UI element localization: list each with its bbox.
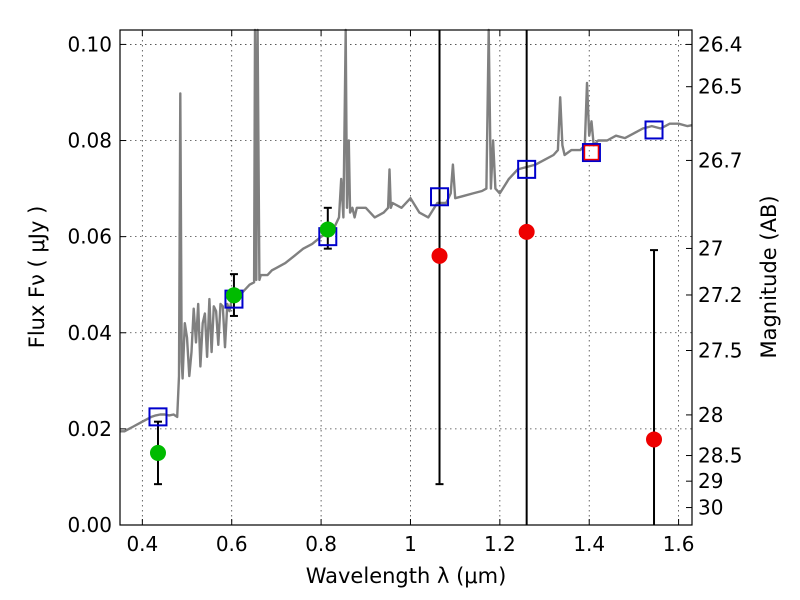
upper-limit-point (431, 247, 448, 264)
right-tick-label: 28.5 (698, 444, 743, 468)
upper-limit-square (583, 144, 600, 161)
right-tick-label: 28 (698, 403, 723, 427)
ticks: 0.4 0.6 0.8 1 1.2 1.4 1.6 0.00 0.02 0.04 0.06 0.08 0… (67, 30, 743, 556)
right-tick-label: 26.7 (698, 148, 743, 172)
detection-point (225, 287, 242, 304)
detection-point (149, 444, 166, 461)
model-photometry-square (644, 120, 664, 140)
right-tick-label: 26.5 (698, 75, 743, 99)
y-tick-label: 0.02 (67, 417, 112, 441)
model-photometry-square (517, 159, 537, 179)
right-tick-label: 30 (698, 496, 723, 520)
square-layer (148, 120, 664, 427)
spectrum-layer (120, 28, 693, 433)
right-tick-label: 27.2 (698, 283, 743, 307)
right-tick-label: 26.4 (698, 32, 743, 56)
y-axis-label: Flux Fν ( μJy ) (25, 206, 49, 349)
x-tick-label: 0.6 (216, 532, 248, 556)
model-photometry-square (581, 143, 601, 163)
x-tick-label: 1.2 (484, 532, 516, 556)
spectrum-line (120, 28, 693, 433)
y-tick-label: 0.00 (67, 513, 112, 537)
y-tick-label: 0.10 (67, 32, 112, 56)
x-tick-label: 0.4 (126, 532, 158, 556)
x-axis-label: Wavelength λ (μm) (306, 564, 507, 588)
upper-limit-point (518, 223, 535, 240)
model-photometry-square (148, 407, 168, 427)
x-tick-label: 1.6 (663, 532, 695, 556)
y-tick-label: 0.04 (67, 321, 112, 345)
y-tick-label: 0.08 (67, 129, 112, 153)
right-axis-label: Magnitude (AB) (757, 195, 781, 358)
x-tick-label: 0.8 (305, 532, 337, 556)
upper-limit-point (646, 431, 663, 448)
x-tick-label: 1 (404, 532, 417, 556)
right-tick-label: 27 (698, 236, 723, 260)
right-tick-label: 29 (698, 469, 723, 493)
point-layer (149, 144, 663, 461)
x-tick-label: 1.4 (573, 532, 605, 556)
right-tick-label: 27.5 (698, 339, 743, 363)
detection-point (319, 221, 336, 238)
y-tick-label: 0.06 (67, 225, 112, 249)
model-photometry-square (430, 187, 450, 207)
plot-frame (119, 29, 693, 526)
